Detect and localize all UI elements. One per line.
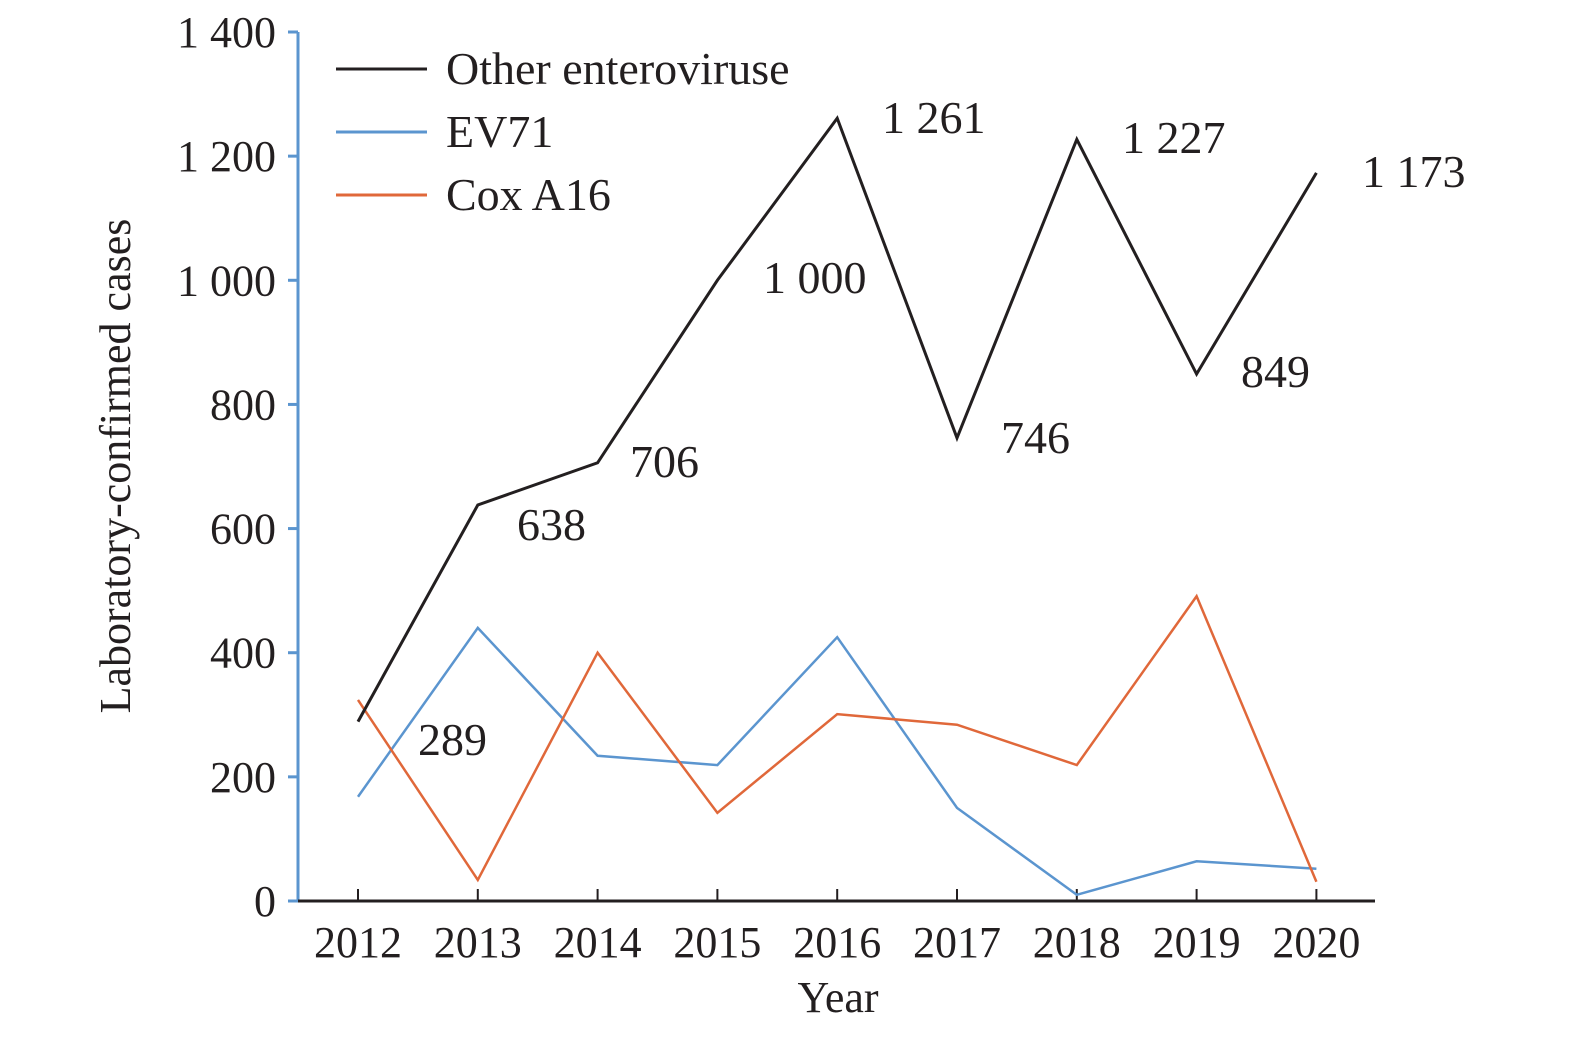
x-axis: 2012 2013 2014 2015 2016 2017 2018 2019 2020	[298, 889, 1375, 967]
y-tick-label: 1 000	[177, 256, 276, 305]
y-tick-label: 400	[210, 629, 276, 678]
data-label: 289	[418, 714, 487, 765]
legend-label: Other enteroviruse	[446, 43, 790, 94]
x-tick-label: 2013	[434, 918, 522, 967]
y-tick-label: 600	[210, 505, 276, 554]
x-tick-label: 2020	[1272, 918, 1360, 967]
x-axis-title: Year	[797, 973, 878, 1022]
y-tick-label: 200	[210, 753, 276, 802]
y-tick-label: 800	[210, 380, 276, 429]
data-label: 706	[630, 436, 699, 487]
data-label: 1 227	[1122, 112, 1226, 163]
x-tick-label: 2015	[673, 918, 761, 967]
data-label: 746	[1001, 412, 1070, 463]
data-label: 1 000	[763, 252, 867, 303]
y-axis: 0 200 400 600 800 1 000 1 200 1 400	[177, 8, 300, 926]
y-axis-title: Laboratory-confirmed cases	[91, 219, 140, 714]
series-group	[356, 115, 1318, 897]
y-tick-label: 0	[254, 877, 276, 926]
x-tick-label: 2018	[1033, 918, 1121, 967]
legend: Other enteroviruse EV71 Cox A16	[336, 43, 790, 220]
series-line-ev71	[356, 625, 1317, 897]
data-labels: 289 638 706 1 000 1 261 746 1 227 849 1 173	[418, 92, 1466, 765]
data-label: 849	[1241, 346, 1310, 397]
legend-label: Cox A16	[446, 169, 611, 220]
x-tick-label: 2012	[314, 918, 402, 967]
x-tick-label: 2017	[913, 918, 1001, 967]
y-tick-label: 1 200	[177, 132, 276, 181]
y-tick-label: 1 400	[177, 8, 276, 57]
data-label: 1 261	[882, 92, 986, 143]
x-tick-label: 2019	[1153, 918, 1241, 967]
data-label: 638	[517, 499, 586, 550]
data-label: 1 173	[1362, 146, 1466, 197]
legend-label: EV71	[446, 106, 553, 157]
x-tick-label: 2014	[554, 918, 642, 967]
x-tick-label: 2016	[793, 918, 881, 967]
